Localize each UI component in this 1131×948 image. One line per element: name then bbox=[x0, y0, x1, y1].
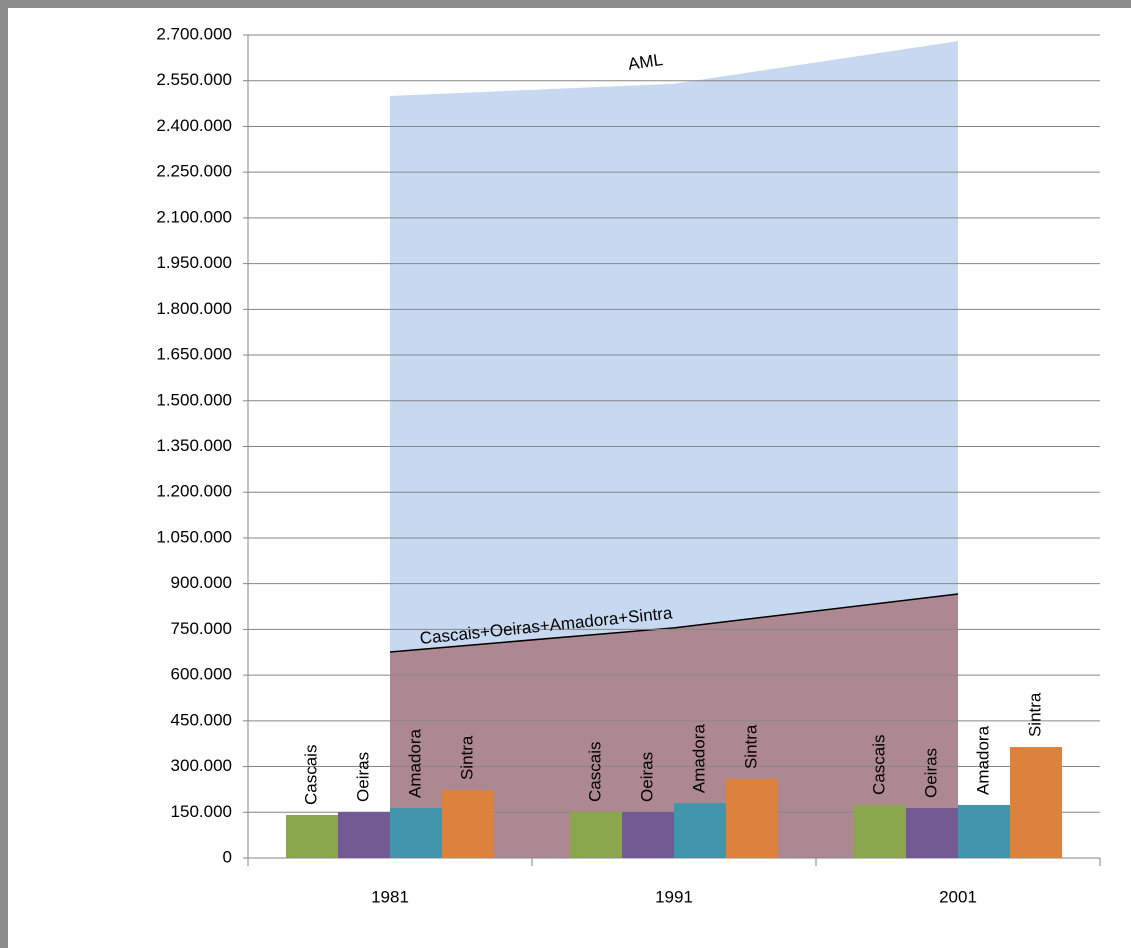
x-tick-label: 2001 bbox=[939, 887, 977, 906]
bar bbox=[622, 811, 674, 858]
y-tick-label: 2.400.000 bbox=[156, 116, 232, 135]
y-tick-label: 1.950.000 bbox=[156, 253, 232, 272]
bar-series-label: Sintra bbox=[457, 735, 476, 780]
y-tick-label: 1.050.000 bbox=[156, 527, 232, 546]
x-tick-label: 1981 bbox=[371, 887, 409, 906]
y-tick-label: 2.250.000 bbox=[156, 162, 232, 181]
y-tick-label: 1.200.000 bbox=[156, 482, 232, 501]
bar bbox=[674, 803, 726, 858]
y-tick-label: 1.650.000 bbox=[156, 345, 232, 364]
y-tick-label: 2.100.000 bbox=[156, 207, 232, 226]
y-tick-label: 1.800.000 bbox=[156, 299, 232, 318]
area-label: AML bbox=[627, 50, 664, 74]
area-line bbox=[389, 593, 959, 653]
bar bbox=[286, 815, 338, 858]
bar-series-label: Oeiras bbox=[637, 752, 656, 802]
bar bbox=[338, 811, 390, 858]
bar bbox=[958, 804, 1010, 858]
bar bbox=[1010, 747, 1062, 858]
y-tick-label: 1.350.000 bbox=[156, 436, 232, 455]
y-tick-label: 0 bbox=[223, 847, 232, 866]
x-tick-label: 1991 bbox=[655, 887, 693, 906]
bar-series-label: Cascais bbox=[585, 742, 604, 802]
bar-series-label: Oeiras bbox=[921, 748, 940, 798]
bar bbox=[442, 790, 494, 858]
y-tick-label: 2.550.000 bbox=[156, 70, 232, 89]
y-tick-label: 2.700.000 bbox=[156, 24, 232, 43]
bar-series-label: Oeiras bbox=[353, 752, 372, 802]
bar-series-label: Sintra bbox=[741, 724, 760, 769]
bar bbox=[854, 804, 906, 858]
bar-series-label: Sintra bbox=[1025, 692, 1044, 737]
bar-series-label: Cascais bbox=[301, 745, 320, 805]
bar bbox=[390, 808, 442, 858]
y-tick-label: 900.000 bbox=[171, 573, 232, 592]
bar-series-label: Amadora bbox=[689, 724, 708, 794]
y-tick-label: 300.000 bbox=[171, 756, 232, 775]
bar-series-label: Cascais bbox=[869, 734, 888, 794]
y-tick-label: 150.000 bbox=[171, 802, 232, 821]
y-tick-label: 750.000 bbox=[171, 619, 232, 638]
bar bbox=[726, 779, 778, 858]
y-tick-label: 600.000 bbox=[171, 665, 232, 684]
y-tick-label: 1.500.000 bbox=[156, 390, 232, 409]
bar bbox=[906, 808, 958, 858]
bar-series-label: Amadora bbox=[405, 728, 424, 798]
area bbox=[390, 594, 958, 858]
bar-series-label: Amadora bbox=[973, 725, 992, 795]
y-tick-label: 450.000 bbox=[171, 710, 232, 729]
bar bbox=[570, 811, 622, 858]
